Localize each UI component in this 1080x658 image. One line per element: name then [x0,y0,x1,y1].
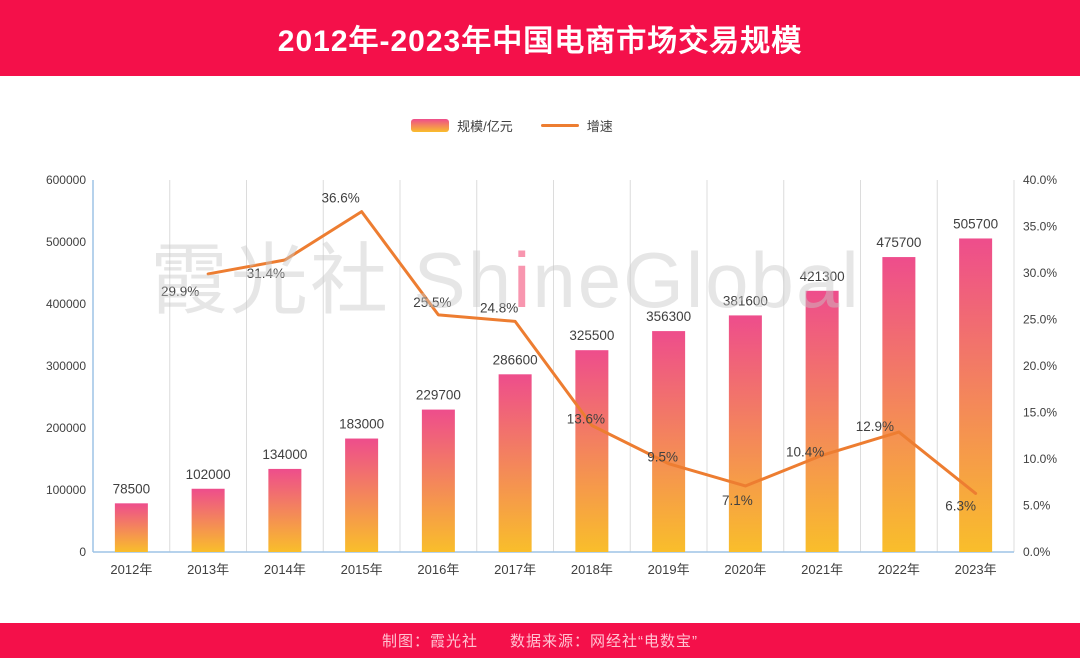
bar [575,350,609,552]
right-axis-tick-label: 0.0% [1023,545,1051,559]
growth-value-label: 13.6% [567,412,605,427]
bar-value-label: 134000 [262,447,307,462]
chart-canvas: 0 100000 200000 300000 400000 500000 600000 0.0… [46,173,1057,577]
bar [498,374,532,552]
bar [959,238,993,552]
left-axis-tick-label: 100000 [46,483,86,497]
bar-value-label: 78500 [113,481,151,496]
bar-value-label: 325500 [569,328,614,343]
bar-value-label: 421300 [800,269,845,284]
bar-value-label: 183000 [339,417,384,432]
left-axis-tick-label: 300000 [46,359,86,373]
growth-line [206,210,978,495]
bar [421,409,455,552]
x-axis-label: 2014年 [264,562,306,577]
growth-value-label: 29.9% [161,284,199,299]
x-axis-label: 2018年 [571,562,613,577]
growth-value-label: 24.8% [480,300,518,315]
left-axis-tick-label: 200000 [46,421,86,435]
x-axis-label: 2012年 [110,562,152,577]
growth-value-label: 10.4% [786,444,824,459]
bar-value-label: 102000 [186,467,231,482]
left-axis-tick-label: 500000 [46,235,86,249]
right-axis-tick-label: 35.0% [1023,220,1057,234]
footer-banner: 制图：霞光社 数据来源：网经社“电数宝” [0,623,1080,658]
x-axis-label: 2022年 [878,562,920,577]
growth-value-label: 25.5% [413,295,451,310]
right-axis-tick-label: 15.0% [1023,406,1057,420]
page-title: 2012年-2023年中国电商市场交易规模 [277,25,803,58]
chart-area: 规模/亿元 增速 0 100000 200000 300000 400000 500000… [0,76,1080,623]
x-axis-label: 2019年 [648,562,690,577]
bar [268,468,302,552]
left-axis-tick-label: 400000 [46,297,86,311]
left-axis-tick-label: 0 [79,545,86,559]
growth-value-label: 31.4% [247,266,285,281]
x-axis-label: 2013年 [187,562,229,577]
growth-value-label: 12.9% [856,419,894,434]
bar-value-label: 229700 [416,388,461,403]
x-axis-label: 2020年 [724,562,766,577]
bar [728,315,762,552]
legend-label-growth: 增速 [586,119,613,134]
footer-credit: 制图：霞光社 数据来源：网经社“电数宝” [382,633,698,650]
line-series-swatch-icon [540,124,579,127]
bar [191,488,225,552]
legend-item-scale: 规模/亿元 [411,116,513,135]
growth-value-label: 7.1% [722,493,753,508]
x-axis-label: 2023年 [955,562,997,577]
bar [652,331,686,552]
x-axis-label: 2017年 [494,562,536,577]
right-axis-tick-label: 30.0% [1023,266,1057,280]
legend-item-growth: 增速 [540,116,613,135]
bar [345,438,379,552]
bar-value-label: 505700 [953,216,998,231]
right-axis-tick-label: 20.0% [1023,359,1057,373]
right-axis-tick-label: 25.0% [1023,313,1057,327]
legend-label-scale: 规模/亿元 [457,119,513,134]
bar-value-label: 356300 [646,309,691,324]
bar-value-label: 475700 [876,235,921,250]
bar [882,257,916,552]
right-axis-tick-label: 5.0% [1023,499,1051,513]
x-axis-label: 2021年 [801,562,843,577]
growth-value-label: 9.5% [647,450,678,465]
bar-value-label: 381600 [723,293,768,308]
growth-value-label: 6.3% [945,498,976,513]
x-axis-label: 2015年 [341,562,383,577]
left-axis-tick-label: 600000 [46,173,86,187]
growth-value-label: 36.6% [321,191,359,206]
bar [114,503,148,552]
bar [805,290,839,552]
right-axis-tick-label: 10.0% [1023,452,1057,466]
chart-legend: 规模/亿元 增速 [0,116,1052,135]
right-axis-tick-label: 40.0% [1023,173,1057,187]
bar-value-label: 286600 [493,352,538,367]
bar-series-swatch-icon [411,119,450,132]
title-banner: 2012年-2023年中国电商市场交易规模 [0,0,1080,76]
x-axis-label: 2016年 [417,562,459,577]
